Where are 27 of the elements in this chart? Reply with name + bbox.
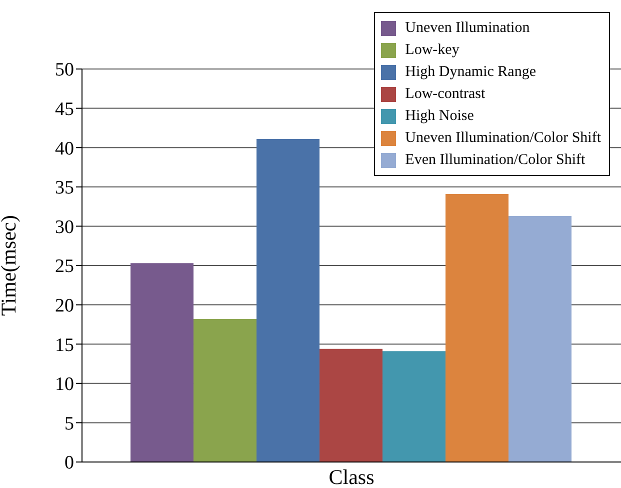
y-tick-label: 20 — [55, 296, 74, 317]
legend-label: High Dynamic Range — [405, 64, 536, 80]
y-tick-label: 45 — [55, 99, 74, 120]
bar — [320, 348, 383, 462]
legend-label: Low-key — [405, 42, 460, 58]
x-axis-title: Class — [328, 465, 374, 488]
y-tick-label: 40 — [55, 138, 74, 160]
legend-label: Uneven Illumination — [405, 20, 530, 36]
bar — [130, 263, 194, 462]
bar — [446, 194, 509, 462]
bar — [508, 216, 572, 462]
y-tick-label: 15 — [55, 334, 74, 356]
y-tick-label: 30 — [55, 216, 74, 238]
y-tick-label: 35 — [55, 178, 74, 199]
bar — [382, 351, 446, 462]
bar — [194, 318, 257, 462]
bar — [256, 138, 320, 462]
legend-label: High Noise — [405, 108, 474, 124]
y-axis-title: Time(msec) — [0, 215, 20, 316]
y-tick-label: 10 — [55, 374, 74, 396]
y-tick-label: 0 — [64, 452, 74, 474]
legend-label: Uneven Illumination/Color Shift — [405, 130, 601, 146]
legend-label: Low-contrast — [405, 86, 486, 102]
y-tick-label: 5 — [64, 413, 74, 434]
y-tick-label: 25 — [55, 256, 74, 278]
y-tick-label: 50 — [55, 60, 74, 81]
legend-label: Even Illumination/Color Shift — [405, 152, 586, 168]
